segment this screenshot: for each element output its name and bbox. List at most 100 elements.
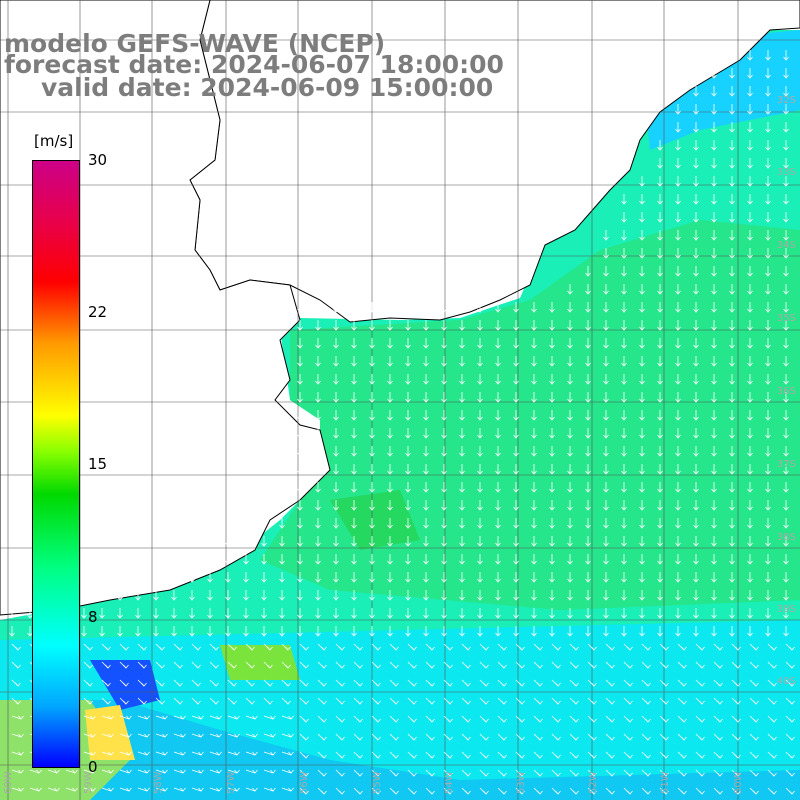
wind-arrow xyxy=(263,769,276,774)
wind-arrow xyxy=(567,626,573,637)
wind-arrow xyxy=(495,356,501,367)
wind-arrow xyxy=(171,572,177,583)
wind-arrow xyxy=(747,572,753,583)
wind-arrow xyxy=(263,751,276,756)
wind-arrow xyxy=(657,266,663,277)
wind-arrow xyxy=(783,518,789,529)
wind-arrow xyxy=(459,392,465,403)
wind-arrow xyxy=(747,590,753,601)
wind-arrow xyxy=(693,626,699,637)
wind-arrow xyxy=(621,572,627,583)
wind-arrow xyxy=(657,608,663,619)
wind-arrow xyxy=(351,626,357,637)
wind-arrow xyxy=(603,572,609,583)
wind-arrow xyxy=(551,733,561,741)
wind-arrow xyxy=(551,679,561,687)
wind-arrow xyxy=(657,626,663,637)
wind-arrow xyxy=(747,248,753,259)
wind-arrow xyxy=(369,482,375,493)
wind-arrow xyxy=(245,643,255,651)
wind-arrow xyxy=(765,572,771,583)
wind-arrow xyxy=(515,697,525,705)
wind-arrow xyxy=(729,266,735,277)
wind-arrow xyxy=(533,661,543,669)
wind-arrow xyxy=(623,787,633,795)
wind-arrow xyxy=(497,715,507,723)
wind-arrow xyxy=(369,374,375,385)
wind-arrow xyxy=(765,410,771,421)
wind-arrow xyxy=(315,572,321,583)
wind-arrow xyxy=(461,733,471,741)
wind-arrow xyxy=(567,446,573,457)
wind-arrow xyxy=(711,410,717,421)
wind-arrow xyxy=(297,320,303,331)
wind-arrow xyxy=(227,643,237,651)
wind-arrow xyxy=(207,590,213,601)
wind-arrow xyxy=(83,697,93,705)
wind-arrow xyxy=(749,715,759,723)
wind-arrow xyxy=(369,536,375,547)
wind-arrow xyxy=(297,302,303,313)
wind-arrow xyxy=(369,446,375,457)
wind-arrow xyxy=(551,661,561,669)
wind-arrow xyxy=(495,482,501,493)
wind-arrow xyxy=(677,715,687,723)
wind-arrow xyxy=(101,679,111,687)
wind-arrow xyxy=(315,554,321,565)
wind-arrow xyxy=(425,751,435,759)
wind-arrow xyxy=(605,769,615,777)
wind-arrow xyxy=(767,661,777,669)
wind-arrow xyxy=(567,572,573,583)
wind-arrow xyxy=(119,661,129,669)
wind-arrow xyxy=(693,230,699,241)
wind-arrow xyxy=(425,697,435,705)
wind-arrow xyxy=(443,769,453,777)
wind-arrow xyxy=(387,356,393,367)
wind-arrow xyxy=(155,715,168,720)
wind-arrow xyxy=(549,536,555,547)
wind-arrow xyxy=(281,769,294,774)
wind-arrow xyxy=(657,482,663,493)
wind-arrow xyxy=(585,320,591,331)
wind-arrow xyxy=(747,608,753,619)
wind-arrow xyxy=(603,464,609,475)
wind-arrow xyxy=(243,626,249,637)
wind-arrow xyxy=(515,679,525,687)
wind-arrow xyxy=(621,374,627,385)
wind-arrow xyxy=(639,302,645,313)
wind-arrow xyxy=(263,787,276,792)
wind-arrow xyxy=(729,104,735,115)
wind-arrow xyxy=(767,769,777,777)
wind-arrow xyxy=(639,266,645,277)
wind-arrow xyxy=(387,428,393,439)
wind-arrow xyxy=(693,86,699,97)
wind-arrow xyxy=(567,428,573,439)
wind-arrow xyxy=(173,733,186,738)
wind-arrow xyxy=(659,679,669,687)
wind-arrow xyxy=(747,230,753,241)
wind-arrow xyxy=(351,554,357,565)
wind-arrow xyxy=(405,428,411,439)
wind-arrow xyxy=(389,751,399,759)
wind-arrow xyxy=(351,590,357,601)
wind-arrow xyxy=(351,410,357,421)
wind-arrow xyxy=(425,679,435,687)
wind-arrow xyxy=(621,482,627,493)
wind-arrow xyxy=(675,500,681,511)
wind-arrow xyxy=(243,554,249,565)
wind-arrow xyxy=(711,104,717,115)
wind-arrow xyxy=(153,626,159,637)
wind-arrow xyxy=(783,284,789,295)
wind-arrow xyxy=(369,572,375,583)
wind-arrow xyxy=(443,643,453,651)
wind-arrow xyxy=(189,572,195,583)
wind-arrow xyxy=(171,590,177,601)
wind-arrow xyxy=(423,302,429,313)
wind-arrow xyxy=(369,356,375,367)
wind-arrow xyxy=(387,464,393,475)
wind-arrow xyxy=(567,374,573,385)
wind-arrow xyxy=(353,661,363,669)
wind-arrow xyxy=(243,536,249,547)
wind-arrow xyxy=(603,500,609,511)
wind-arrow xyxy=(549,356,555,367)
